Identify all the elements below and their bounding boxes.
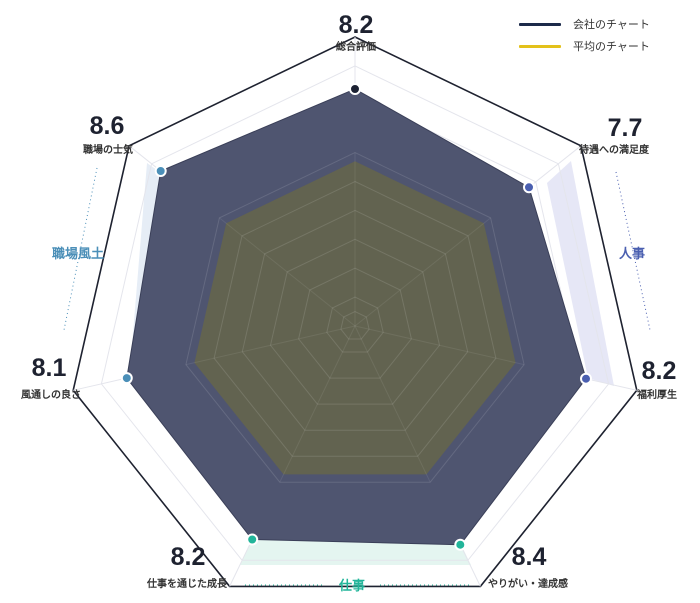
- score-openness: 8.1: [32, 354, 67, 382]
- label-growth: 仕事を通じた成長: [146, 577, 228, 590]
- legend-label-average: 平均のチャート: [573, 41, 650, 53]
- outer-frame: [72, 36, 638, 588]
- score-morale: 8.6: [90, 112, 125, 140]
- score-fulfillment: 8.4: [512, 543, 547, 571]
- inner-spoke-4: [354, 325, 431, 483]
- score-growth: 8.2: [171, 543, 206, 571]
- legend-item-average: 平均のチャート: [519, 35, 650, 57]
- inner-grid-ring-5: [298, 267, 412, 379]
- legend-item-company: 会社のチャート: [519, 13, 650, 35]
- label-compensation: 待遇への満足度: [579, 143, 650, 156]
- group-label-culture: 職場風土: [52, 246, 104, 261]
- label-overall: 総合評価: [336, 40, 376, 53]
- hr-group-band: [547, 161, 614, 386]
- inner-spoke-6: [185, 325, 356, 366]
- inner-spoke-3: [354, 325, 525, 366]
- point-overall: [349, 83, 361, 95]
- group-label-work: 仕事: [338, 578, 365, 593]
- point-morale: [154, 165, 167, 177]
- grid-ring-1: [100, 65, 610, 561]
- legend-swatch-company: [519, 22, 561, 26]
- data-points: [120, 83, 592, 551]
- average-series-area: [194, 161, 516, 475]
- inner-grid-ring-2: [213, 180, 497, 457]
- inner-grid-ring-7: [340, 311, 370, 340]
- legend: 会社のチャート 平均のチャート: [519, 13, 650, 57]
- legend-label-company: 会社のチャート: [573, 19, 650, 31]
- point-benefits: [580, 372, 592, 385]
- label-benefits: 福利厚生: [636, 388, 677, 401]
- inner-grid-ring-6: [326, 296, 384, 353]
- hr-dotted-line: [615, 171, 651, 331]
- inner-grid-ring-3: [241, 209, 469, 431]
- label-openness: 風通しの良さ: [21, 388, 81, 401]
- group-label-hr: 人事: [619, 246, 645, 261]
- score-overall: 8.2: [339, 11, 374, 39]
- inner-grid-ring-1: [185, 152, 525, 483]
- legend-swatch-average: [519, 44, 561, 48]
- company-series-area: [126, 88, 587, 546]
- inner-spoke-2: [354, 217, 491, 327]
- label-morale: 職場の士気: [83, 143, 133, 156]
- inner-spoke-7: [219, 217, 356, 327]
- inner-grid-rings: [185, 152, 525, 483]
- score-compensation: 7.7: [608, 114, 643, 142]
- point-compensation: [523, 181, 535, 194]
- label-fulfillment: やりがい・達成感: [488, 577, 568, 590]
- point-openness: [120, 372, 133, 385]
- inner-grid-ring-4: [269, 238, 441, 405]
- point-growth: [246, 533, 259, 546]
- inner-spoke-5: [279, 325, 356, 483]
- point-fulfillment: [454, 538, 467, 551]
- score-benefits: 8.2: [642, 357, 677, 385]
